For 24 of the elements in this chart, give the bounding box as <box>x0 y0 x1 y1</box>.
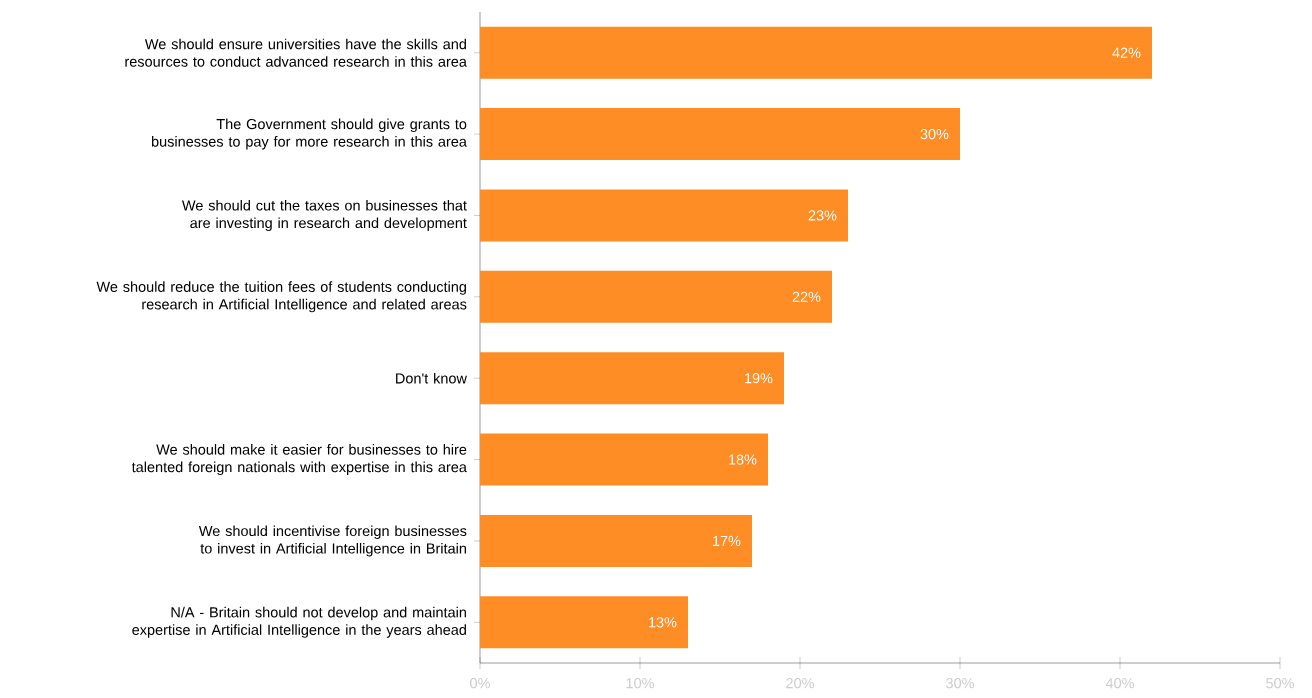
bar <box>480 514 752 567</box>
data-label: 30% <box>920 128 949 140</box>
data-label: 22% <box>792 291 821 302</box>
y-tick-label: N/A - Britain should not develop and maintain expertise in Artificial Intelligence in the years ahead <box>132 606 466 638</box>
y-tick-label: We should ensure universities have the skills and resources to conduct advanced research in this area <box>125 38 467 67</box>
bar <box>480 596 688 649</box>
data-label: 18% <box>729 454 757 465</box>
data-label: 23% <box>808 210 837 221</box>
bar <box>480 189 848 242</box>
data-label: 19% <box>745 373 773 384</box>
data-label: 13% <box>649 617 677 628</box>
bar <box>480 270 832 323</box>
y-tick-label: We should make it easier for businesses to hire talented foreign nationals with expertise in this area <box>131 444 467 476</box>
bar <box>480 26 1152 79</box>
data-label: 17% <box>713 535 741 547</box>
y-tick-label: We should cut the taxes on businesses that are investing in research and development <box>181 199 467 231</box>
data-label: 42% <box>1112 47 1141 58</box>
y-tick-label: We should incentivise foreign businesses to invest in Artificial Intelligence in Britain <box>198 525 467 557</box>
bar <box>480 433 768 486</box>
bar <box>480 108 960 161</box>
y-tick-label: Don't know <box>396 372 467 384</box>
y-tick-label: We should reduce the tuition fees of students conducting research in Artificial Intelligence and related areas <box>96 281 467 313</box>
bar <box>480 352 784 405</box>
y-tick-label: The Government should give grants to businesses to pay for more research in this area <box>151 118 467 150</box>
